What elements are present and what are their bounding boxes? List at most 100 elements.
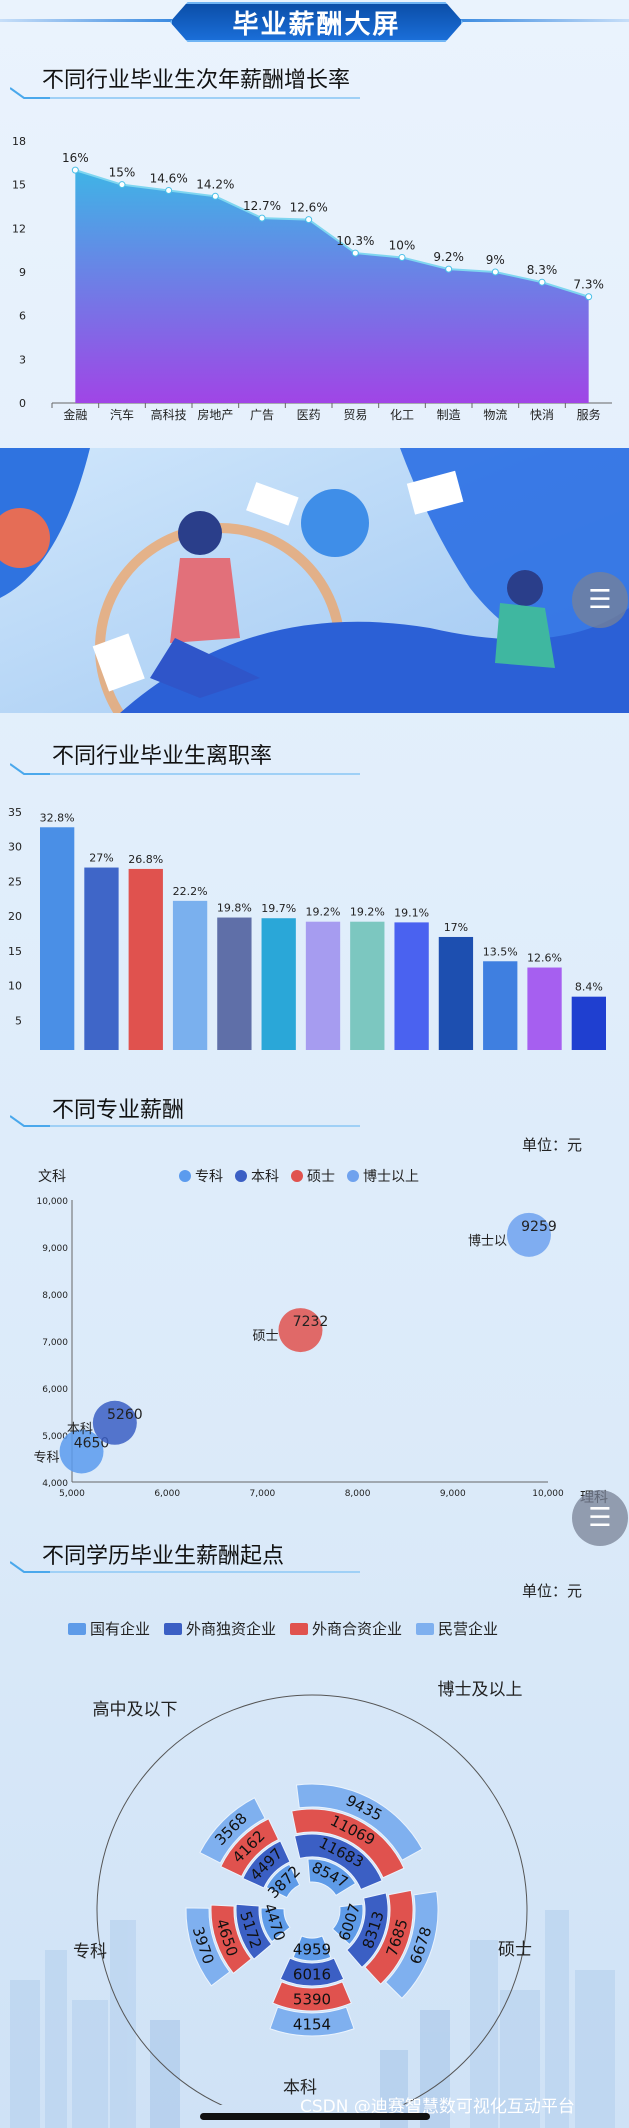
turnover-data-label: 19.1% — [394, 906, 429, 919]
edu-sector — [260, 1907, 291, 1943]
turnover-data-label: 19.2% — [306, 906, 341, 919]
edu-section-title: 不同学历毕业生薪酬起点 — [42, 1544, 285, 1569]
growth-data-label: 12.6% — [290, 201, 328, 215]
edu-polar-chart: 国有企业 外商独资企业 外商合资企业 民营企业854711683110699435博士… — [68, 1620, 532, 2105]
major-bubble-label: 专科 — [34, 1450, 60, 1465]
edu-sector — [384, 1890, 439, 1999]
edu-unit-label: 单位：元 — [522, 1582, 583, 1600]
turnover-bar — [571, 996, 606, 1050]
major-bubble — [506, 1212, 551, 1257]
growth-ytick-label: 9 — [19, 266, 26, 279]
edu-sector — [293, 1833, 383, 1891]
growth-point — [258, 214, 266, 222]
edu-sector — [269, 2006, 355, 2037]
major-ytick-label: 6,000 — [42, 1385, 68, 1395]
edu-legend-label: 外商合资企业 — [312, 1620, 402, 1638]
skyline-decoration — [10, 1910, 615, 2128]
major-ytick-label: 5,000 — [42, 1432, 68, 1442]
turnover-data-label: 12.6% — [527, 952, 562, 965]
turnover-bar — [217, 917, 252, 1050]
edu-sector — [279, 1957, 345, 1987]
turnover-ytick-label: 5 — [15, 1014, 22, 1027]
turnover-data-label: 19.7% — [261, 902, 296, 915]
turnover-data-label: 27% — [89, 852, 113, 865]
edu-sector-value: 6016 — [293, 1966, 331, 1984]
edu-sector — [364, 1889, 414, 1985]
turnover-ytick-label: 20 — [8, 910, 22, 923]
growth-data-label: 7.3% — [573, 278, 604, 292]
edu-sector — [307, 1858, 357, 1897]
edu-legend-label: 国有企业 — [90, 1620, 150, 1638]
watermark-text: CSDN @迪赛智慧数可视化互动平台 — [300, 2097, 575, 2117]
major-bubble-value: 9259 — [521, 1219, 557, 1235]
edu-title-decoration — [10, 1561, 360, 1573]
turnover-bar — [40, 827, 75, 1050]
edu-legend-swatch — [68, 1623, 86, 1635]
major-xtick-label: 10,000 — [532, 1489, 564, 1499]
edu-sector — [331, 1903, 364, 1946]
menu-indent-icon[interactable]: ☰ — [572, 572, 628, 628]
growth-point — [351, 249, 359, 257]
edu-category-label: 硕士 — [498, 1940, 532, 1960]
major-legend-marker — [291, 1170, 303, 1182]
turnover-bar — [172, 900, 208, 1050]
turnover-data-label: 32.8% — [40, 811, 75, 824]
turnover-bar-chart: 0510152025303532.8%服务27%广告26.8%贸易22.2%物流… — [8, 806, 606, 1050]
edu-sector — [199, 1797, 266, 1864]
edu-sector — [292, 1935, 332, 1962]
edu-sector — [265, 1863, 301, 1899]
major-bubble-value: 7232 — [293, 1314, 329, 1330]
growth-point — [445, 265, 453, 273]
edu-sector-value: 5390 — [293, 1991, 331, 2009]
turnover-data-label: 17% — [444, 921, 468, 934]
growth-data-label: 10% — [389, 238, 416, 252]
growth-data-label: 10.3% — [336, 234, 374, 248]
turnover-bar — [527, 967, 562, 1050]
major-bubble-label: 硕士 — [252, 1329, 278, 1344]
major-legend-marker — [235, 1170, 247, 1182]
growth-data-label: 9% — [486, 253, 505, 267]
growth-category-label: 服务 — [577, 407, 601, 422]
growth-ytick-label: 3 — [19, 353, 26, 366]
home-indicator[interactable] — [200, 2113, 430, 2120]
edu-sector-value: 4154 — [293, 2016, 331, 2034]
edu-sector — [272, 1981, 352, 2012]
major-legend-marker — [179, 1170, 191, 1182]
growth-data-label: 9.2% — [433, 250, 464, 264]
edu-category-label: 本科 — [283, 2078, 317, 2098]
growth-section-title: 不同行业毕业生次年薪酬增长率 — [42, 68, 351, 93]
growth-category-label: 汽车 — [110, 407, 134, 422]
edu-sector — [235, 1903, 273, 1960]
header: 毕业薪酬大屏 — [0, 0, 629, 42]
growth-point — [491, 268, 499, 276]
major-xtick-label: 6,000 — [154, 1489, 180, 1499]
major-xtick-label: 9,000 — [440, 1489, 466, 1499]
edu-sector — [242, 1840, 291, 1889]
edu-sector-value: 4959 — [293, 1941, 331, 1959]
turnover-data-label: 19.2% — [350, 906, 385, 919]
growth-category-label: 贸易 — [343, 408, 367, 422]
growth-point — [211, 192, 219, 200]
edu-sector — [185, 1907, 231, 1987]
turnover-bar — [438, 936, 474, 1050]
turnover-data-label: 22.2% — [173, 885, 208, 898]
major-legend-label: 专科 — [195, 1169, 223, 1185]
growth-area — [75, 170, 589, 403]
edu-legend-label: 民营企业 — [438, 1620, 498, 1638]
major-y-axis-label: 文科 — [38, 1169, 66, 1185]
growth-ytick-label: 12 — [12, 222, 26, 235]
edu-legend-swatch — [164, 1623, 182, 1635]
growth-ytick-label: 15 — [12, 179, 26, 192]
turnover-bar — [261, 918, 296, 1050]
page-title: 毕业薪酬大屏 — [170, 2, 463, 42]
turnover-data-label: 19.8% — [217, 902, 252, 915]
major-section-title: 不同专业薪酬 — [52, 1098, 185, 1123]
growth-point — [71, 166, 79, 174]
turnover-bar — [128, 868, 163, 1050]
turnover-ytick-label: 15 — [8, 945, 22, 958]
edu-legend-swatch — [290, 1623, 308, 1635]
menu-indent-icon-2[interactable]: ☰ — [572, 1490, 628, 1546]
major-bubble — [92, 1400, 137, 1445]
growth-ytick-label: 0 — [19, 397, 26, 410]
illustration-banner — [0, 448, 629, 713]
